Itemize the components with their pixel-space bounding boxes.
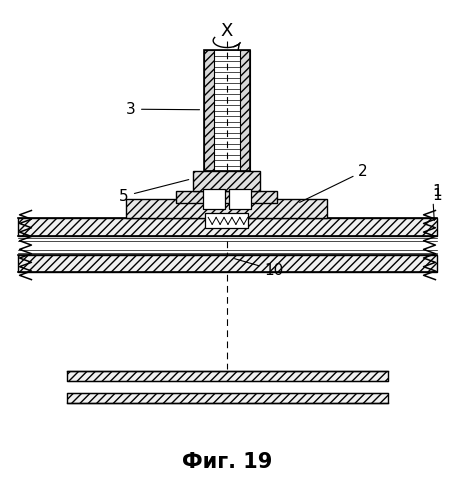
Bar (205, 214, 248, 228)
Bar (193, 171, 260, 190)
Text: 5: 5 (119, 180, 189, 204)
Bar (240, 50, 250, 171)
Text: 10: 10 (235, 258, 284, 278)
Bar (18, 255, 437, 272)
Text: 1: 1 (433, 184, 442, 220)
Bar (67, 393, 388, 403)
Bar (176, 190, 277, 202)
Text: 3: 3 (126, 102, 199, 116)
Bar (67, 370, 388, 382)
Text: 2: 2 (300, 164, 368, 202)
Bar (18, 218, 437, 236)
Text: X: X (221, 22, 233, 40)
Text: Фиг. 19: Фиг. 19 (182, 452, 272, 472)
Bar (204, 50, 250, 171)
Text: 1: 1 (433, 188, 442, 203)
Bar (229, 189, 251, 208)
Bar (204, 50, 214, 171)
Bar (126, 198, 327, 218)
Bar (203, 189, 225, 208)
